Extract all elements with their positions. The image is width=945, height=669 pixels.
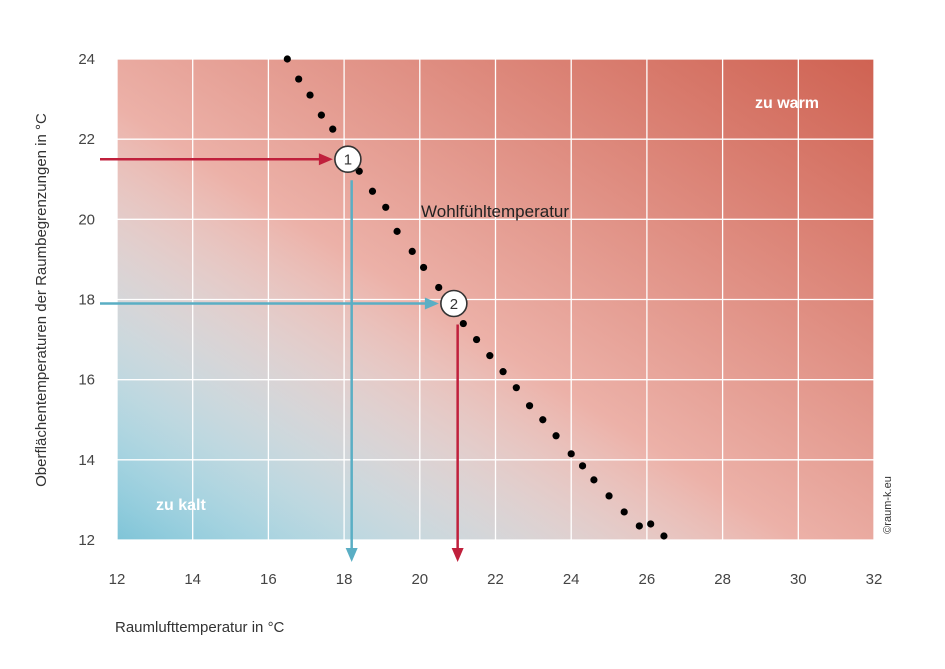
curve-dot	[435, 283, 443, 292]
curve-dot	[306, 91, 314, 99]
curve-dot	[382, 203, 390, 211]
curve-dot	[295, 75, 303, 83]
curve-dot	[499, 368, 507, 376]
x-tick-label: 16	[260, 571, 277, 588]
curve-dot	[605, 492, 613, 500]
marker-label-2: 2	[450, 296, 458, 313]
curve-dot	[567, 450, 575, 458]
x-tick-label: 20	[411, 571, 428, 588]
curve-dot	[459, 319, 467, 328]
curve-dot	[472, 335, 481, 344]
curve-dot	[525, 402, 534, 410]
y-tick-label: 16	[78, 372, 95, 389]
x-tick-label: 12	[109, 571, 126, 588]
y-tick-label: 24	[78, 51, 95, 68]
curve-dot	[486, 352, 494, 360]
curve-dot	[590, 476, 598, 484]
marker-circle-2	[440, 289, 468, 318]
curve-dot	[620, 508, 628, 516]
curve-dot	[329, 125, 337, 133]
region-label-cold: zu kalt	[156, 497, 206, 514]
curve-dot	[393, 227, 401, 235]
curve-dot	[552, 432, 560, 440]
x-tick-label: 32	[866, 571, 883, 588]
arrow-head	[345, 548, 358, 562]
y-tick-label: 20	[78, 211, 95, 228]
curve-dot	[539, 416, 547, 424]
x-tick-label: 14	[184, 571, 201, 588]
y-tick-label: 22	[78, 131, 95, 148]
arrow-head	[318, 153, 333, 166]
y-axis-title: Oberflächentemperaturen der Raumbegrenzu…	[33, 113, 50, 487]
x-tick-label: 26	[639, 571, 656, 588]
curve-dot	[317, 111, 325, 119]
curve-dot	[355, 167, 363, 175]
curve-dot	[368, 187, 377, 195]
comfort-curve-dots	[283, 55, 668, 540]
marker-label-1: 1	[344, 152, 352, 169]
y-tick-label: 18	[78, 292, 95, 309]
curve-dot	[647, 520, 655, 528]
x-axis-title: Raumlufttemperatur in °C	[115, 619, 285, 636]
region-label-warm: zu warm	[755, 95, 819, 112]
y-tick-label: 14	[78, 452, 95, 469]
grid-lines	[116, 58, 875, 541]
curve-dot	[578, 462, 587, 470]
curve-dot	[419, 263, 428, 272]
copyright-text: ©raum-k.eu	[882, 476, 894, 534]
arrow-head	[424, 297, 439, 310]
curve-dot	[283, 55, 291, 63]
x-tick-label: 30	[790, 571, 807, 588]
x-tick-label: 22	[487, 571, 504, 588]
x-tick-label: 24	[563, 571, 580, 588]
x-tick-label: 28	[714, 571, 731, 588]
x-tick-label: 18	[336, 571, 353, 588]
curve-dot	[635, 522, 643, 530]
y-tick-label: 12	[78, 532, 95, 549]
reading-arrows	[100, 153, 464, 562]
reading-markers: 12	[334, 145, 468, 318]
curve-dot	[512, 384, 520, 392]
curve-dot	[408, 247, 416, 255]
curve-label: Wohlfühltemperatur	[421, 202, 569, 221]
curve-dot	[660, 532, 668, 540]
arrow-head	[451, 548, 464, 562]
marker-circle-1	[334, 145, 362, 174]
